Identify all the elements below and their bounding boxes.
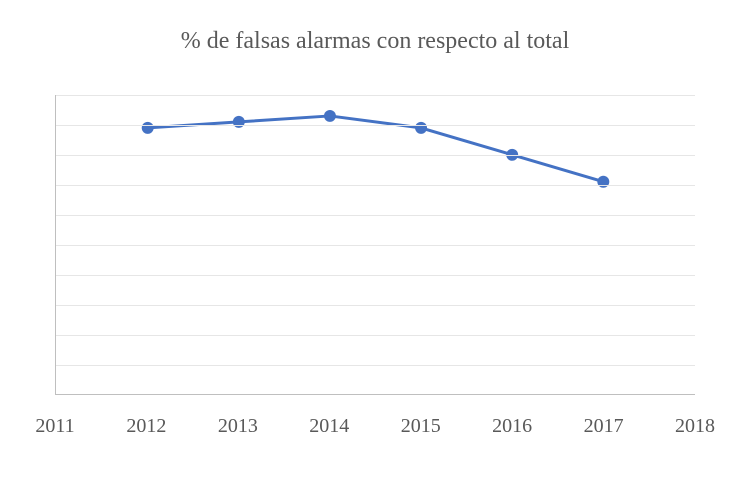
x-axis-label: 2016: [492, 415, 532, 438]
grid-line: [56, 215, 695, 216]
x-axis-label: 2014: [309, 415, 349, 438]
x-axis-labels: 20112012201320142015201620172018: [55, 405, 695, 445]
data-point: [233, 116, 245, 128]
x-axis-label: 2018: [675, 415, 715, 438]
grid-line: [56, 335, 695, 336]
data-point: [142, 122, 154, 134]
x-axis-label: 2015: [401, 415, 441, 438]
grid-line: [56, 185, 695, 186]
grid-line: [56, 125, 695, 126]
grid-line: [56, 245, 695, 246]
chart-container: % de falsas alarmas con respecto al tota…: [0, 0, 750, 500]
chart-title: % de falsas alarmas con respecto al tota…: [0, 28, 750, 55]
plot-area: [55, 95, 695, 395]
x-axis-label: 2017: [584, 415, 624, 438]
data-point: [415, 122, 427, 134]
grid-line: [56, 95, 695, 96]
grid-line: [56, 275, 695, 276]
grid-line: [56, 365, 695, 366]
grid-line: [56, 155, 695, 156]
x-axis-label: 2012: [126, 415, 166, 438]
x-axis-label: 2011: [35, 415, 74, 438]
grid-line: [56, 305, 695, 306]
x-axis-label: 2013: [218, 415, 258, 438]
data-point: [324, 110, 336, 122]
